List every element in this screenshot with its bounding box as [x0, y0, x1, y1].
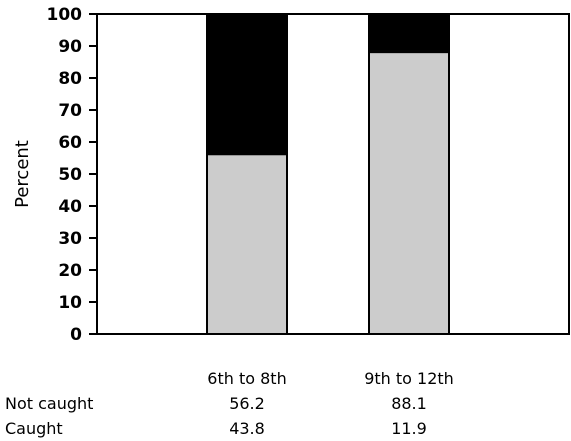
bar-segment-not-caught [368, 51, 450, 336]
table-row-label: Caught [5, 419, 63, 438]
category-labels: 6th to 8th 9th to 12th [207, 369, 454, 388]
bar-segment-caught [206, 13, 288, 156]
y-tick-label: 80 [58, 69, 82, 89]
y-tick-label: 20 [58, 261, 82, 281]
plot-frame [96, 13, 570, 335]
data-table: Not caught 56.2 88.1 Caught 43.8 11.9 [5, 394, 427, 438]
y-tick-label: 70 [58, 101, 82, 121]
y-axis-label: Percent [12, 140, 33, 208]
bar-segment-caught [368, 13, 450, 54]
y-tick-label: 60 [58, 133, 82, 153]
table-row-label: Not caught [5, 394, 93, 413]
bars [206, 13, 450, 336]
y-tick-label: 10 [58, 293, 82, 313]
y-tick-label: 50 [58, 165, 82, 185]
table-cell: 43.8 [229, 419, 265, 438]
table-cell: 88.1 [391, 394, 427, 413]
y-axis-ticks: 0 10 20 30 40 50 60 70 80 90 100 [47, 5, 97, 345]
y-tick-label: 0 [70, 325, 82, 345]
y-tick-label: 40 [58, 197, 82, 217]
y-tick-label: 100 [47, 5, 83, 25]
bar-segment-not-caught [206, 153, 288, 335]
table-cell: 56.2 [229, 394, 265, 413]
x-category-label: 6th to 8th [207, 369, 286, 388]
table-cell: 11.9 [391, 419, 427, 438]
x-category-label: 9th to 12th [364, 369, 454, 388]
y-tick-label: 30 [58, 229, 82, 249]
y-tick-label: 90 [58, 37, 82, 57]
